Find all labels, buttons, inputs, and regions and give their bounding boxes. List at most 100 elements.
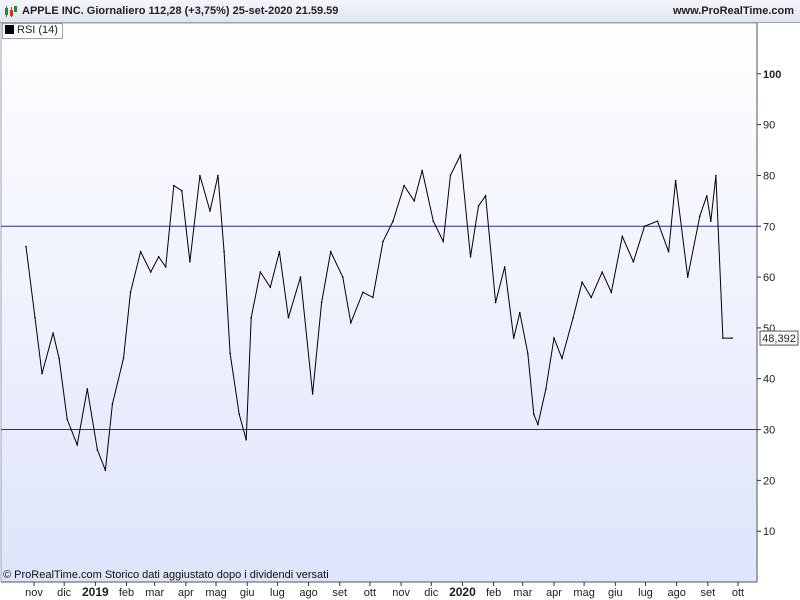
y-tick-label-10: 10 [763,526,775,538]
rsi-point-56 [527,352,529,355]
x-tick-label-20: lug [638,587,653,599]
current-value-label: 48,392 [762,333,796,345]
rsi-point-27 [250,316,252,319]
rsi-point-68 [632,261,635,263]
indicator-legend[interactable]: RSI (14) [2,23,63,39]
rsi-point-46 [442,240,445,243]
footer-note: © ProRealTime.com Storico dati aggiustat… [3,569,329,581]
x-tick-label-22: set [700,587,715,599]
rsi-point-24 [229,352,231,355]
rsi-point-37 [350,322,352,324]
rsi-point-15 [157,255,160,258]
window-titlebar: APPLE INC. Giornaliero 112,28 (+3,75%) 2… [0,0,800,23]
rsi-point-30 [278,250,281,253]
chart-title: APPLE INC. Giornaliero 112,28 (+3,75%) 2… [22,5,339,17]
x-tick-label-8: lug [270,587,285,599]
y-axis-panel [757,23,800,582]
rsi-point-6 [76,444,78,446]
rsi-point-75 [706,195,708,197]
rsi-point-42 [403,184,405,187]
rsi-point-71 [667,250,670,253]
rsi-point-5 [66,418,68,421]
x-tick-label-11: ott [364,587,376,599]
rsi-point-3 [52,332,54,334]
rsi-series-line [25,153,732,471]
x-tick-label-14: 2020 [449,585,476,599]
rsi-point-8 [96,449,99,451]
x-tick-label-5: apr [178,587,194,599]
rsi-point-33 [311,393,314,395]
x-tick-label-6: mag [205,587,226,599]
rsi-point-65 [601,271,603,273]
x-tick-label-10: set [332,587,347,599]
rsi-point-43 [413,200,416,202]
rsi-point-70 [656,220,659,222]
rsi-point-79 [731,337,733,339]
rsi-point-23 [223,250,225,253]
rsi-point-20 [199,174,201,177]
rsi-point-50 [477,205,480,207]
y-tick-label-20: 20 [763,475,775,487]
rsi-point-52 [494,301,497,304]
rsi-point-21 [209,210,211,212]
y-tick-label-70: 70 [763,221,775,233]
rsi-point-2 [41,372,43,375]
rsi-point-41 [392,220,394,222]
plot-area [0,22,758,583]
y-tick-label-30: 30 [763,425,775,437]
rsi-point-49 [469,255,472,258]
rsi-point-28 [259,271,262,273]
rsi-point-69 [643,225,646,228]
y-tick-label-80: 80 [763,170,775,182]
rsi-point-62 [572,316,574,319]
legend-swatch [5,25,14,34]
x-tick-label-17: apr [546,587,562,599]
x-tick-label-9: ago [299,587,317,599]
rsi-point-35 [329,250,332,253]
rsi-point-60 [553,337,555,339]
current-value-box [759,330,799,346]
rsi-point-47 [449,174,452,177]
rsi-point-67 [621,235,624,238]
rsi-point-31 [287,316,290,319]
y-tick-label-60: 60 [763,272,775,284]
site-link[interactable]: www.ProRealTime.com [672,5,794,17]
rsi-point-7 [86,388,89,390]
rsi-point-72 [674,179,677,182]
rsi-point-63 [581,281,583,284]
rsi-point-59 [545,388,547,390]
rsi-point-29 [269,286,272,289]
candlestick-icon [5,6,17,17]
rsi-point-76 [710,220,712,222]
rsi-point-73 [686,276,689,278]
rsi-point-9 [104,469,107,472]
x-tick-label-1: dic [57,587,72,599]
rsi-point-25 [238,413,240,416]
rsi-point-64 [590,296,592,299]
x-tick-label-19: giu [608,587,623,599]
rsi-point-54 [512,337,515,339]
rsi-point-10 [111,403,114,405]
rsi-point-36 [342,276,344,278]
rsi-point-0 [25,245,27,248]
rsi-point-12 [129,291,132,294]
rsi-point-34 [320,301,323,304]
x-tick-label-16: mar [513,587,532,599]
x-tick-label-18: mag [573,587,594,599]
rsi-point-61 [561,357,563,360]
rsi-point-48 [459,154,462,156]
x-tick-label-13: dic [424,587,439,599]
rsi-point-32 [299,276,302,278]
rsi-point-4 [58,357,60,360]
y-tick-label-100: 100 [763,69,781,81]
rsi-point-45 [432,220,435,222]
rsi-point-22 [217,174,219,177]
x-tick-label-21: ago [667,587,685,599]
rsi-point-16 [164,266,167,268]
x-tick-label-12: nov [392,587,410,599]
x-axis-panel [0,582,800,600]
y-tick-label-40: 40 [763,374,775,386]
rsi-point-78 [722,337,724,339]
legend-label: RSI (14) [17,24,58,36]
